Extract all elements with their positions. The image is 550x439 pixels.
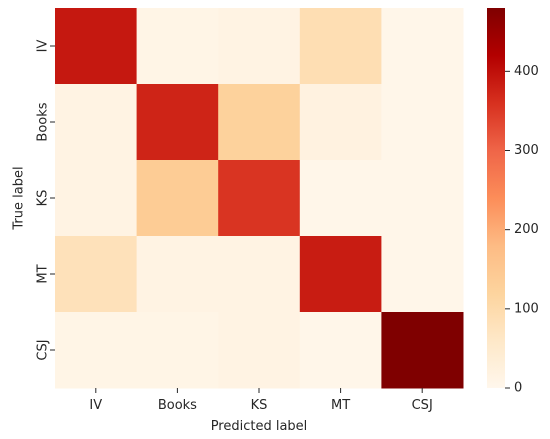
heatmap-cell-ks-ks: [218, 160, 301, 237]
heatmap-cell-iv-books: [136, 8, 219, 85]
heatmap-cell-ks-csj: [381, 160, 464, 237]
heatmap-cell-books-mt: [299, 84, 382, 161]
y-tick-label: IV: [36, 40, 51, 53]
x-tick-label: KS: [251, 398, 268, 413]
heatmap-cell-books-csj: [381, 84, 464, 161]
heatmap-cell-csj-ks: [218, 312, 301, 389]
x-tick-label: CSJ: [412, 398, 433, 413]
colorbar-tick-label: 100: [514, 301, 539, 316]
heatmap-cells: [55, 8, 464, 389]
heatmap-cell-iv-mt: [299, 8, 382, 85]
heatmap-cell-ks-mt: [299, 160, 382, 237]
heatmap-cell-books-iv: [55, 84, 138, 161]
heatmap-cell-mt-books: [136, 236, 219, 313]
y-axis-label: True label: [12, 166, 27, 230]
y-tick-label: MT: [36, 264, 51, 283]
heatmap-cell-mt-csj: [381, 236, 464, 313]
x-axis-label: Predicted label: [211, 419, 308, 434]
heatmap-cell-mt-mt: [299, 236, 382, 313]
colorbar-tick-label: 400: [514, 64, 539, 79]
y-tick-label: Books: [36, 102, 51, 141]
colorbar: [487, 8, 505, 388]
heatmap-cell-iv-ks: [218, 8, 301, 85]
y-axis-ticks: IV Books KS MT CSJ: [36, 40, 55, 361]
heatmap-cell-books-ks: [218, 84, 301, 161]
heatmap-cell-csj-books: [136, 312, 219, 389]
y-tick-label: CSJ: [36, 339, 51, 360]
heatmap-cell-mt-ks: [218, 236, 301, 313]
colorbar-tick-label: 300: [514, 143, 539, 158]
heatmap-cell-books-books: [136, 84, 219, 161]
x-tick-label: IV: [89, 398, 102, 413]
heatmap-cell-ks-books: [136, 160, 219, 237]
x-tick-label: Books: [158, 398, 197, 413]
heatmap-cell-iv-csj: [381, 8, 464, 85]
colorbar-ticks: 0 100 200 300 400: [505, 64, 539, 396]
x-axis-ticks: IV Books KS MT CSJ: [89, 388, 433, 413]
heatmap-cell-iv-iv: [55, 8, 138, 85]
colorbar-tick-label: 0: [514, 381, 522, 396]
y-tick-label: KS: [36, 190, 51, 207]
heatmap-cell-csj-mt: [299, 312, 382, 389]
heatmap-cell-mt-iv: [55, 236, 138, 313]
heatmap-cell-csj-csj: [381, 312, 464, 389]
x-tick-label: MT: [331, 398, 350, 413]
colorbar-tick-label: 200: [514, 222, 539, 237]
heatmap-cell-csj-iv: [55, 312, 138, 389]
heatmap-cell-ks-iv: [55, 160, 138, 237]
